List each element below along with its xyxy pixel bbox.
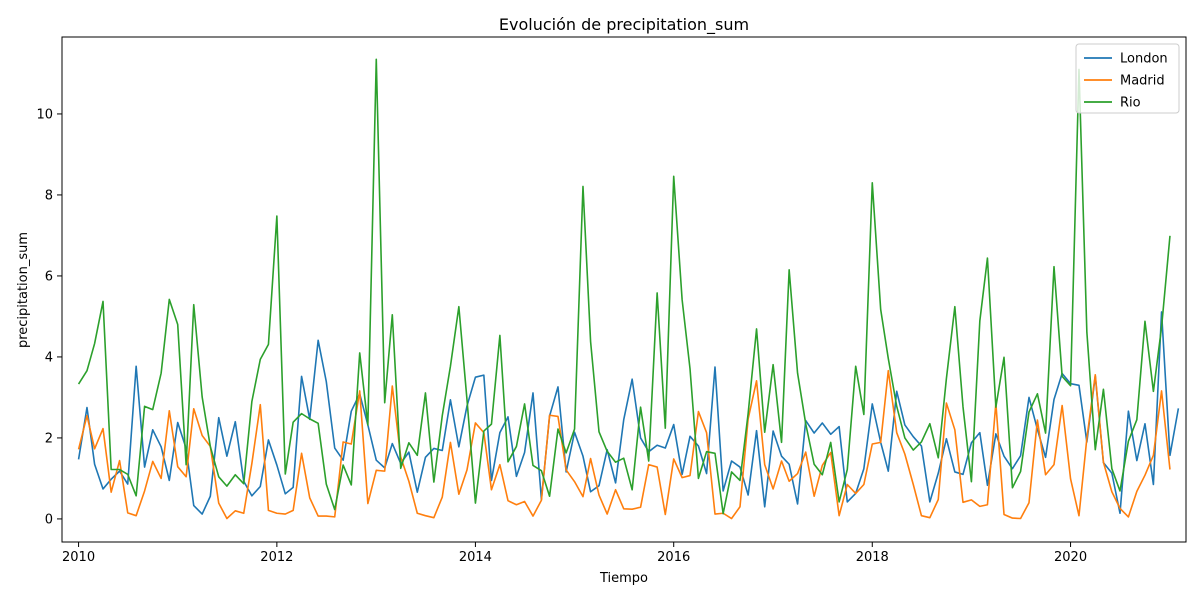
y-axis-label: precipitation_sum [16, 232, 31, 348]
x-axis: 2010 2012 2014 2016 2018 2020 [62, 542, 1087, 565]
y-tick-label: 6 [45, 269, 53, 284]
legend-box [1075, 43, 1180, 114]
y-axis: 0 2 4 6 8 10 [36, 107, 62, 527]
x-tick-label: 2016 [657, 550, 690, 565]
series-layer [77, 58, 1180, 520]
x-tick-label: 2014 [459, 550, 492, 565]
x-tick-label: 2010 [62, 550, 95, 565]
y-tick-label: 10 [36, 107, 53, 122]
series-line-madrid [77, 369, 1171, 520]
legend: London Madrid Rio [1075, 43, 1180, 114]
y-tick-label: 4 [45, 350, 53, 365]
y-tick-label: 8 [45, 188, 53, 203]
y-tick-label: 0 [45, 512, 53, 527]
legend-label: Rio [1120, 96, 1141, 111]
legend-label: London [1120, 52, 1168, 67]
y-tick-label: 2 [45, 431, 53, 446]
series-line-london [77, 311, 1180, 515]
x-tick-label: 2018 [856, 550, 889, 565]
legend-label: Madrid [1120, 74, 1165, 89]
x-tick-label: 2012 [260, 550, 293, 565]
chart-title: Evolución de precipitation_sum [499, 15, 749, 35]
x-axis-label: Tiempo [599, 571, 648, 586]
x-tick-label: 2020 [1054, 550, 1087, 565]
plot-area-frame [61, 36, 1187, 543]
series-line-rio [77, 58, 1171, 515]
